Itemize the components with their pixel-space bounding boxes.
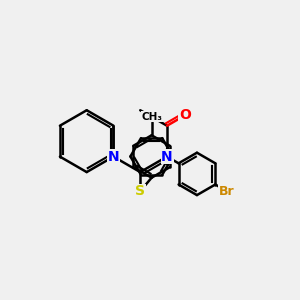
Text: CH₃: CH₃ bbox=[141, 112, 162, 122]
Text: N: N bbox=[161, 150, 173, 164]
Text: S: S bbox=[135, 184, 145, 198]
Text: O: O bbox=[179, 108, 191, 122]
Text: Br: Br bbox=[219, 184, 235, 198]
Text: N: N bbox=[108, 150, 119, 164]
